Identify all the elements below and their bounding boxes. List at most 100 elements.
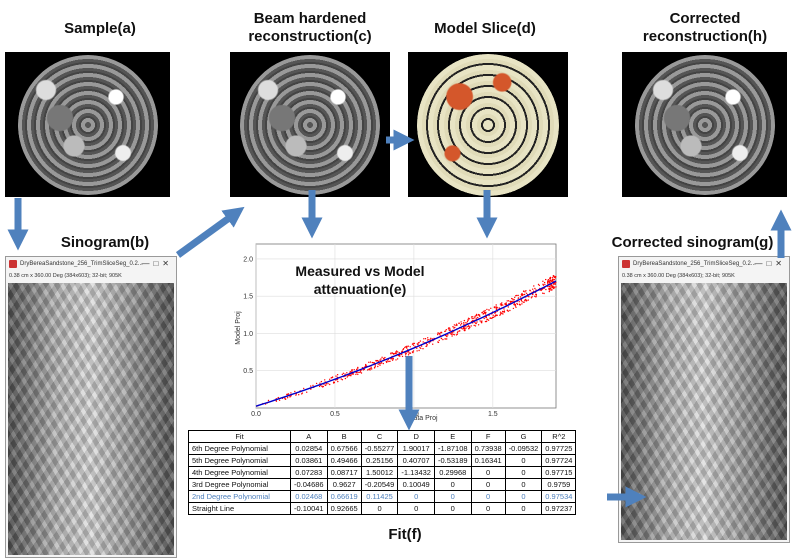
scatter-point <box>475 322 477 325</box>
fit-table-row: 6th Degree Polynomial 0.02854 0.67566 -0.55… <box>188 442 577 455</box>
scatter-point <box>331 376 334 378</box>
scatter-point <box>549 278 551 280</box>
scatter-point <box>365 365 367 367</box>
scatter-point <box>505 303 508 305</box>
scatter-point <box>466 320 469 323</box>
scatter-point <box>356 368 358 371</box>
corrected-sinogram-titlebar[interactable]: DryBereaSandstone_256_TrimSliceSeg_0.2..… <box>619 257 789 271</box>
scatter-point <box>398 352 400 354</box>
scatter-point <box>519 296 522 298</box>
corrected-recon-disk <box>634 54 775 195</box>
scatter-point <box>501 302 503 304</box>
window-controls-icon[interactable]: —□✕ <box>141 259 173 268</box>
scatter-point <box>450 333 452 335</box>
scatter-point <box>471 317 473 320</box>
scatter-point <box>401 355 404 358</box>
fit-name-cell: Straight Line <box>188 502 291 515</box>
scatter-point <box>538 284 540 287</box>
scatter-point <box>449 328 451 330</box>
scatter-point <box>507 306 509 308</box>
scatter-point <box>357 373 359 376</box>
scatter-point <box>481 311 484 313</box>
scatter-point <box>327 383 329 385</box>
scatter-point <box>525 298 527 301</box>
scatter-point <box>553 279 556 281</box>
y-tick-label: 1.0 <box>243 331 253 338</box>
scatter-point <box>501 312 503 314</box>
sinogram-label: Sinogram(b) <box>60 234 150 251</box>
scatter-point <box>457 330 459 333</box>
scatter-point <box>284 398 287 400</box>
fit-value-cell: -0.10041 <box>290 502 328 515</box>
scatter-point <box>473 317 475 320</box>
scatter-point <box>393 352 395 355</box>
scatter-point <box>514 296 516 299</box>
corrected-sinogram-window[interactable]: DryBereaSandstone_256_TrimSliceSeg_0.2..… <box>618 256 790 543</box>
scatter-point <box>534 295 536 297</box>
scatter-point <box>491 316 494 319</box>
measured-line2: attenuation(e) <box>313 281 407 297</box>
scatter-point <box>535 293 538 296</box>
scatter-point <box>390 358 393 360</box>
scatter-point <box>315 382 318 385</box>
scatter-point <box>295 394 297 396</box>
scatter-point <box>395 359 397 361</box>
scatter-point <box>464 327 466 330</box>
scatter-point <box>548 287 550 290</box>
sample-image <box>5 52 170 197</box>
scatter-point <box>346 376 348 378</box>
scatter-point <box>528 296 530 298</box>
scatter-point <box>476 321 478 323</box>
scatter-point <box>405 352 407 355</box>
sinogram-window[interactable]: DryBereaSandstone_256_TrimSliceSeg_0.2..… <box>5 256 177 558</box>
scatter-point <box>405 346 407 348</box>
scatter-point <box>484 311 486 314</box>
scatter-point <box>550 284 552 286</box>
scatter-point <box>506 300 508 302</box>
scatter-point <box>495 304 497 306</box>
scatter-point <box>552 287 555 289</box>
scatter-point <box>347 375 349 377</box>
scatter-point <box>552 277 554 279</box>
scatter-point <box>407 351 410 353</box>
scatter-point <box>416 347 418 349</box>
scatter-point <box>303 387 305 390</box>
scatter-point <box>404 346 406 349</box>
scatter-point <box>418 341 420 344</box>
scatter-point <box>551 284 553 286</box>
scatter-point <box>534 287 536 290</box>
scatter-point <box>444 330 446 333</box>
scatter-point <box>377 365 379 368</box>
scatter-point <box>341 379 344 381</box>
scatter-point <box>329 383 331 386</box>
scatter-point <box>548 281 550 283</box>
sinogram-titlebar[interactable]: DryBereaSandstone_256_TrimSliceSeg_0.2..… <box>6 257 176 271</box>
scatter-point <box>542 280 544 282</box>
window-controls-icon[interactable]: —□✕ <box>754 259 786 268</box>
scatter-point <box>475 317 477 319</box>
fit-header-cell: F <box>470 430 506 443</box>
x-tick-label: 0.5 <box>330 411 340 418</box>
scatter-point <box>518 301 520 303</box>
corrected-recon-line1: Corrected <box>669 10 741 27</box>
scatter-point <box>463 322 465 324</box>
scatter-point <box>521 294 524 296</box>
scatter-point <box>420 345 423 347</box>
scatter-point <box>518 303 521 305</box>
scatter-point <box>499 311 502 313</box>
scatter-point <box>523 293 526 296</box>
scatter-point <box>479 320 481 322</box>
scatter-point <box>488 309 490 311</box>
scatter-point <box>476 314 478 317</box>
scatter-point <box>494 311 497 314</box>
scatter-point <box>401 353 403 356</box>
scatter-point <box>342 372 345 374</box>
scatter-point <box>503 311 506 313</box>
scatter-point <box>479 315 481 317</box>
scatter-point <box>287 393 289 395</box>
scatter-point <box>399 355 401 357</box>
scatter-point <box>485 317 487 319</box>
x-tick-label: 0.0 <box>251 411 261 418</box>
scatter-point <box>468 327 470 330</box>
